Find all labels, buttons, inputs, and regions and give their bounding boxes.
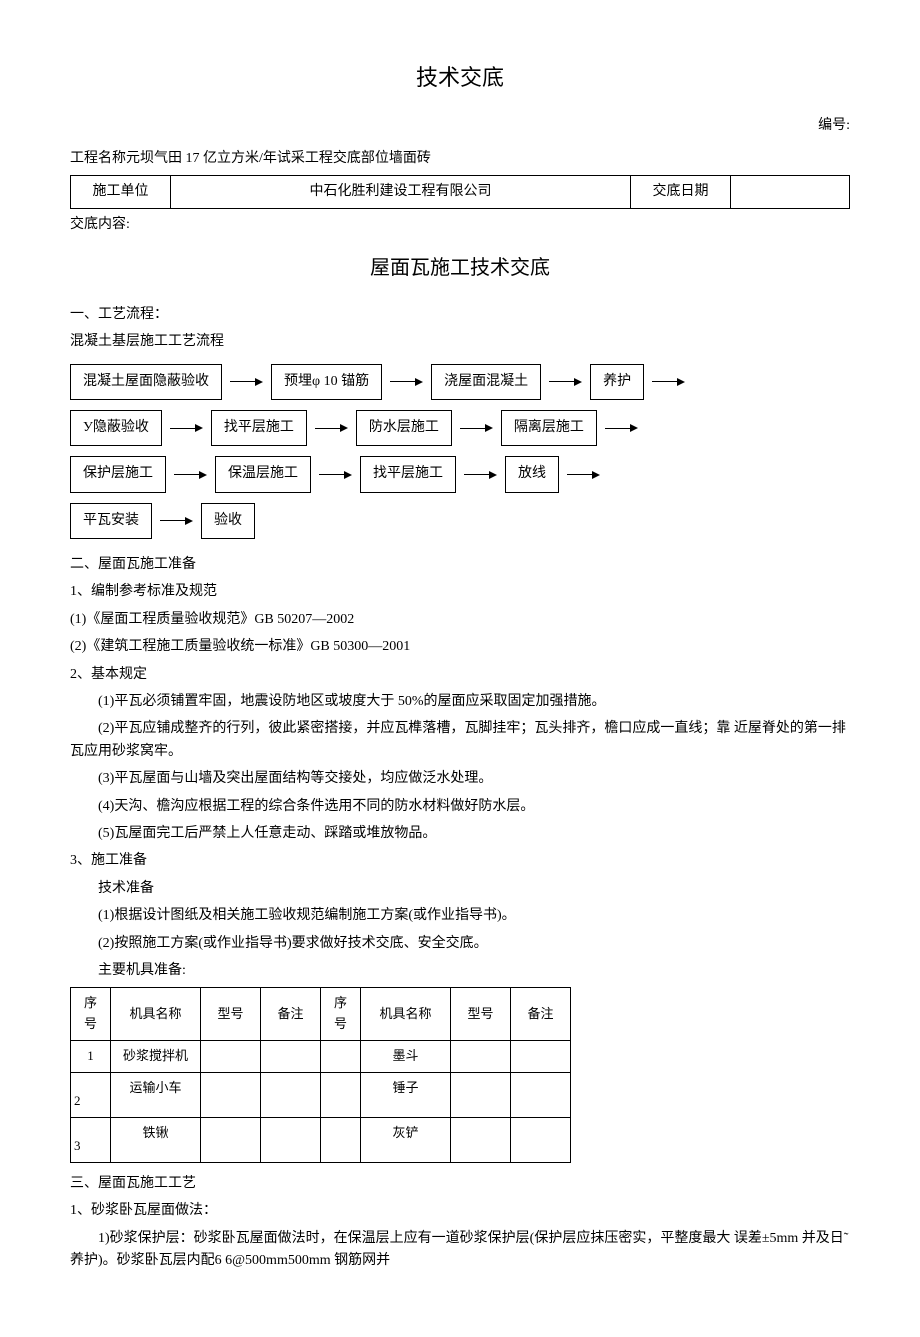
para: 2、基本规定 <box>70 664 850 686</box>
section1-sub: 混凝土基层施工工艺流程 <box>70 331 850 353</box>
flow-box: 预埋φ 10 锚筋 <box>271 364 382 400</box>
td <box>451 1117 511 1162</box>
date-label: 交底日期 <box>631 175 731 208</box>
doc-number: 编号: <box>70 115 850 137</box>
th: 备注 <box>511 988 571 1041</box>
flow-box: 防水层施工 <box>356 410 452 446</box>
flow-arrow-icon <box>464 471 497 479</box>
td <box>261 1072 321 1117</box>
table-row: 1 砂浆搅拌机 墨斗 <box>71 1040 571 1072</box>
th: 机具名称 <box>361 988 451 1041</box>
para: 3、施工准备 <box>70 850 850 872</box>
td: 3 <box>71 1117 111 1162</box>
flow-box: 混凝土屋面隐蔽验收 <box>70 364 222 400</box>
section3-heading: 三、屋面瓦施工工艺 <box>70 1173 850 1195</box>
flow-box: 保护层施工 <box>70 456 166 492</box>
para: (1)根据设计图纸及相关施工验收规范编制施工方案(或作业指导书)。 <box>70 905 850 927</box>
flow-row-3: 保护层施工 保温层施工 找平层施工 放线 <box>70 456 850 492</box>
th: 备注 <box>261 988 321 1041</box>
td <box>261 1040 321 1072</box>
para: (1)平瓦必须铺置牢固，地震设防地区或坡度大于 50%的屋面应采取固定加强措施。 <box>70 691 850 713</box>
flow-box: 验收 <box>201 503 255 539</box>
flow-arrow-icon <box>160 517 193 525</box>
flow-box: 找平层施工 <box>211 410 307 446</box>
flow-arrow-icon <box>567 471 600 479</box>
info-table: 施工单位 中石化胜利建设工程有限公司 交底日期 <box>70 175 850 209</box>
td <box>321 1117 361 1162</box>
th: 型号 <box>451 988 511 1041</box>
table-row: 2 运输小车 锤子 <box>71 1072 571 1117</box>
td <box>451 1040 511 1072</box>
td: 墨斗 <box>361 1040 451 1072</box>
content-label: 交底内容: <box>70 214 850 236</box>
para: (1)《屋面工程质量验收规范》GB 50207—2002 <box>70 609 850 631</box>
project-line: 工程名称元坝气田 17 亿立方米/年试采工程交底部位墙面砖 <box>70 148 850 170</box>
flow-arrow-icon <box>319 471 352 479</box>
flow-box: 放线 <box>505 456 559 492</box>
section2-heading: 二、屋面瓦施工准备 <box>70 554 850 576</box>
sub-title: 屋面瓦施工技术交底 <box>70 252 850 284</box>
td: 锤子 <box>361 1072 451 1117</box>
flow-arrow-icon <box>549 378 582 386</box>
flow-arrow-icon <box>174 471 207 479</box>
company-cell: 中石化胜利建设工程有限公司 <box>171 175 631 208</box>
para: (4)天沟、檐沟应根据工程的综合条件选用不同的防水材料做好防水层。 <box>70 796 850 818</box>
flow-row-2: У隐蔽验收 找平层施工 防水层施工 隔离层施工 <box>70 410 850 446</box>
td <box>261 1117 321 1162</box>
td <box>511 1040 571 1072</box>
flowchart: 混凝土屋面隐蔽验收 预埋φ 10 锚筋 浇屋面混凝土 养护 У隐蔽验收 找平层施… <box>70 364 850 540</box>
td <box>451 1072 511 1117</box>
td <box>321 1040 361 1072</box>
para: 技术准备 <box>70 878 850 900</box>
flow-arrow-icon <box>460 424 493 432</box>
flow-box: 保温层施工 <box>215 456 311 492</box>
td <box>201 1040 261 1072</box>
td: 砂浆搅拌机 <box>111 1040 201 1072</box>
section1-heading: 一、工艺流程： <box>70 304 850 326</box>
flow-arrow-icon <box>315 424 348 432</box>
flow-arrow-icon <box>170 424 203 432</box>
para: (2)平瓦应铺成整齐的行列，彼此紧密搭接，并应瓦榫落槽，瓦脚挂牢；瓦头排齐，檐口… <box>70 718 850 763</box>
th: 机具名称 <box>111 988 201 1041</box>
th: 序号 <box>321 988 361 1041</box>
flow-arrow-icon <box>390 378 423 386</box>
flow-box: У隐蔽验收 <box>70 410 162 446</box>
td <box>511 1117 571 1162</box>
para: 1)砂浆保护层：砂浆卧瓦屋面做法时，在保温层上应有一道砂浆保护层(保护层应抹压密… <box>70 1228 850 1273</box>
flow-row-1: 混凝土屋面隐蔽验收 预埋φ 10 锚筋 浇屋面混凝土 养护 <box>70 364 850 400</box>
para: (2)按照施工方案(或作业指导书)要求做好技术交底、安全交底。 <box>70 933 850 955</box>
flow-box: 养护 <box>590 364 644 400</box>
para: (2)《建筑工程施工质量验收统一标准》GB 50300—2001 <box>70 636 850 658</box>
flow-box: 找平层施工 <box>360 456 456 492</box>
para: (5)瓦屋面完工后严禁上人任意走动、踩踏或堆放物品。 <box>70 823 850 845</box>
td <box>201 1072 261 1117</box>
th: 序号 <box>71 988 111 1041</box>
flow-arrow-icon <box>230 378 263 386</box>
flow-arrow-icon <box>652 378 685 386</box>
flow-arrow-icon <box>605 424 638 432</box>
table-row: 3 铁锹 灰铲 <box>71 1117 571 1162</box>
td <box>321 1072 361 1117</box>
td <box>511 1072 571 1117</box>
td: 运输小车 <box>111 1072 201 1117</box>
tools-table: 序号 机具名称 型号 备注 序号 机具名称 型号 备注 1 砂浆搅拌机 墨斗 2… <box>70 987 571 1162</box>
th: 型号 <box>201 988 261 1041</box>
doc-title: 技术交底 <box>70 60 850 95</box>
td <box>201 1117 261 1162</box>
para: 1、编制参考标准及规范 <box>70 581 850 603</box>
para: 1、砂浆卧瓦屋面做法： <box>70 1200 850 1222</box>
flow-box: 平瓦安装 <box>70 503 152 539</box>
para: (3)平瓦屋面与山墙及突出屋面结构等交接处，均应做泛水处理。 <box>70 768 850 790</box>
flow-row-4: 平瓦安装 验收 <box>70 503 850 539</box>
td: 铁锹 <box>111 1117 201 1162</box>
flow-box: 浇屋面混凝土 <box>431 364 541 400</box>
table-header-row: 序号 机具名称 型号 备注 序号 机具名称 型号 备注 <box>71 988 571 1041</box>
td: 2 <box>71 1072 111 1117</box>
td: 灰铲 <box>361 1117 451 1162</box>
date-value <box>731 175 850 208</box>
flow-box: 隔离层施工 <box>501 410 597 446</box>
unit-label: 施工单位 <box>71 175 171 208</box>
tools-label: 主要机具准备: <box>70 960 850 982</box>
td: 1 <box>71 1040 111 1072</box>
